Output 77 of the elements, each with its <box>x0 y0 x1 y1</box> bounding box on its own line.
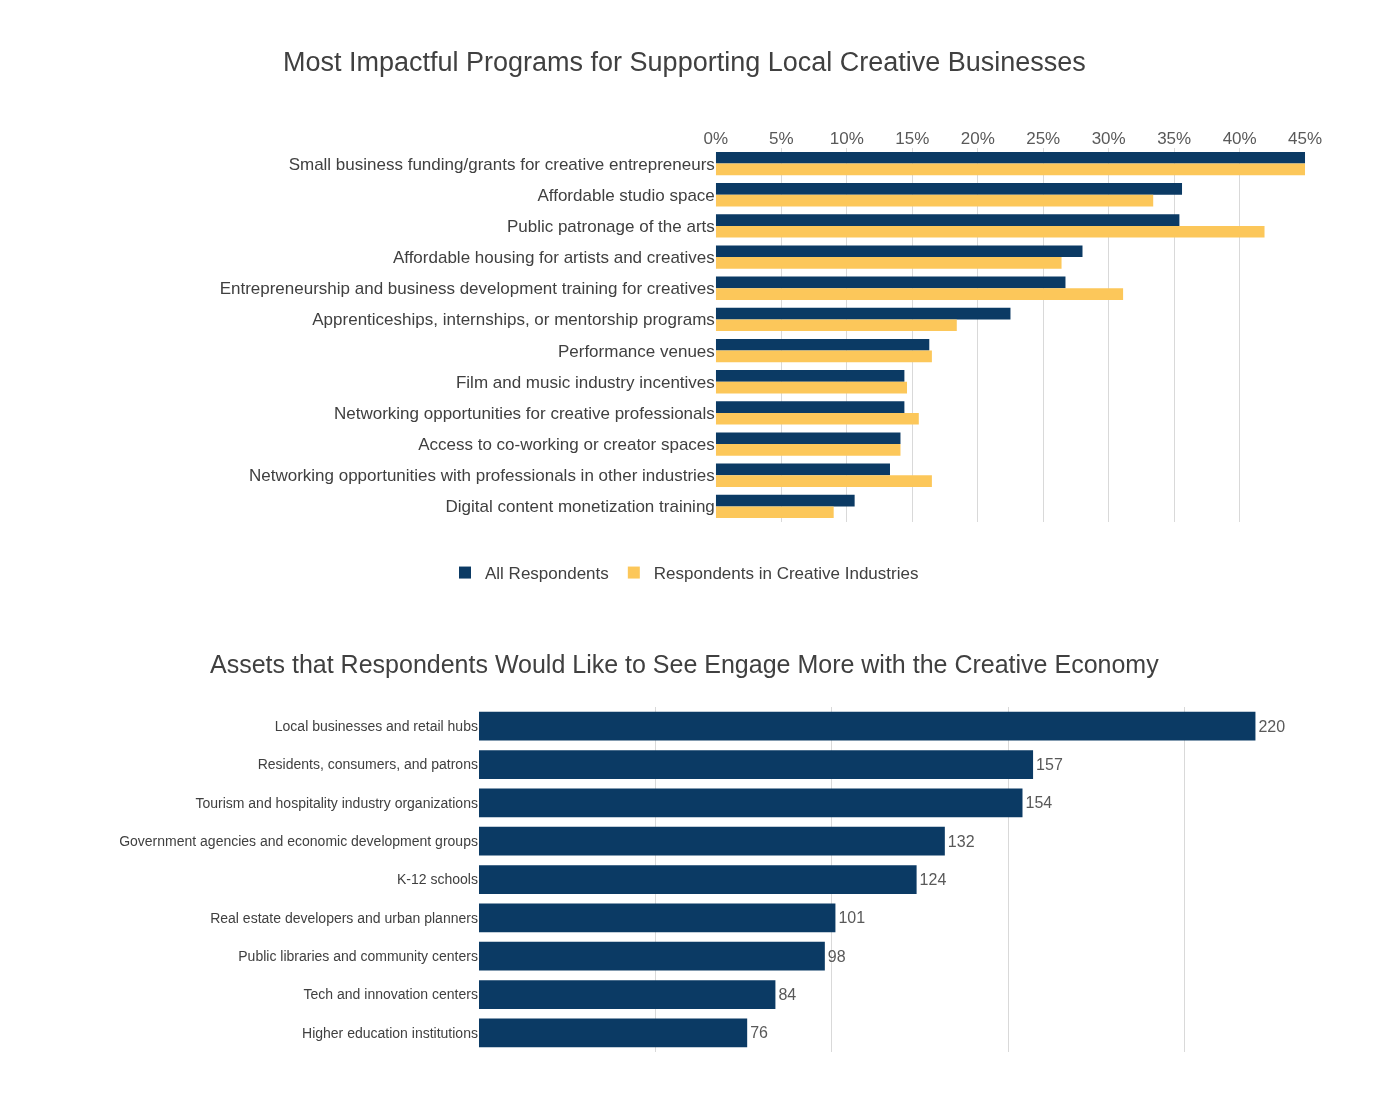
bar <box>715 432 901 445</box>
data-label: 220 <box>1258 717 1286 735</box>
bar <box>715 319 957 332</box>
chart-title: Assets that Respondents Would Like to See Engage More with the Creative Economy <box>210 650 1160 678</box>
x-tick-label: 0% <box>703 128 729 148</box>
x-tick-label: 45% <box>1288 128 1323 148</box>
y-tick-label: Real estate developers and urban planners <box>210 909 478 926</box>
legend-label: Respondents in Creative Industries <box>653 564 919 584</box>
bar <box>715 163 1306 176</box>
y-tick-label: Affordable studio space <box>537 185 715 205</box>
x-tick-label: 20% <box>960 128 995 148</box>
y-tick-label: Performance venues <box>557 341 715 361</box>
data-label: 124 <box>919 871 947 889</box>
bar <box>715 494 855 507</box>
bar <box>478 865 917 894</box>
bar <box>715 257 1062 269</box>
bar <box>715 370 905 382</box>
bar <box>715 214 1180 226</box>
y-tick-label: K-12 schools <box>396 871 478 888</box>
bar <box>478 826 945 856</box>
x-tick-label: 40% <box>1222 128 1257 148</box>
y-tick-label: Higher education institutions <box>302 1024 478 1041</box>
y-tick-label: Access to co-working or creator spaces <box>418 435 715 455</box>
bar <box>715 288 1124 300</box>
x-tick-label: 25% <box>1026 128 1061 148</box>
bar <box>715 381 908 394</box>
y-tick-label: Government agencies and economic development groups <box>119 833 478 850</box>
data-label: 154 <box>1025 794 1053 812</box>
x-tick-label: 10% <box>829 128 864 148</box>
bar <box>715 401 905 413</box>
y-tick-label: Affordable housing for artists and creatives <box>392 248 715 268</box>
bar <box>715 183 1183 195</box>
bar <box>715 412 919 425</box>
x-tick-label: 15% <box>895 128 930 148</box>
y-tick-label: Tourism and hospitality industry organizations <box>195 794 478 811</box>
y-tick-label: Apprenticeships, internships, or mentorship programs <box>312 310 715 330</box>
data-label: 157 <box>1036 756 1063 774</box>
bar <box>478 750 1034 779</box>
y-tick-label: Entrepreneurship and business development training for creatives <box>219 279 715 299</box>
y-tick-label: Public libraries and community centers <box>238 948 478 965</box>
x-tick-label: 35% <box>1157 128 1192 148</box>
x-tick-label: 30% <box>1091 128 1126 148</box>
y-tick-label: Local businesses and retail hubs <box>274 718 478 735</box>
bar <box>715 151 1306 164</box>
y-tick-label: Public patronage of the arts <box>506 216 715 236</box>
bar <box>715 225 1265 238</box>
data-label: 132 <box>947 832 975 850</box>
bar <box>715 506 834 519</box>
y-tick-label: Networking opportunities with professionals in other industries <box>248 466 715 486</box>
y-tick-label: Digital content monetization training <box>445 497 715 517</box>
bar <box>478 941 825 971</box>
y-tick-label: Residents, consumers, and patrons <box>257 756 478 773</box>
bar <box>715 307 1011 320</box>
x-tick-label: 5% <box>769 128 794 148</box>
data-label: 98 <box>827 947 846 965</box>
data-label: 84 <box>778 986 797 1004</box>
bar <box>715 350 932 363</box>
bar <box>715 245 1083 258</box>
chart-title: Most Impactful Programs for Supporting Local Creative Businesses <box>283 47 1086 77</box>
bar <box>715 463 890 476</box>
y-tick-label: Film and music industry incentives <box>455 372 715 392</box>
bar <box>478 903 836 933</box>
data-label: 76 <box>750 1024 769 1042</box>
bar <box>478 711 1256 741</box>
legend-label: All Respondents <box>485 564 609 584</box>
y-tick-label: Tech and innovation centers <box>303 986 478 1003</box>
bar <box>715 475 932 487</box>
bar <box>715 338 930 351</box>
bar <box>715 194 1154 207</box>
y-tick-label: Networking opportunities for creative professionals <box>334 403 715 423</box>
y-tick-label: Small business funding/grants for creative entrepreneurs <box>288 154 715 174</box>
bar <box>715 444 901 456</box>
bar <box>715 276 1066 289</box>
bar <box>478 1018 748 1048</box>
bar <box>478 788 1023 818</box>
data-label: 101 <box>838 909 866 927</box>
bar <box>478 980 776 1009</box>
